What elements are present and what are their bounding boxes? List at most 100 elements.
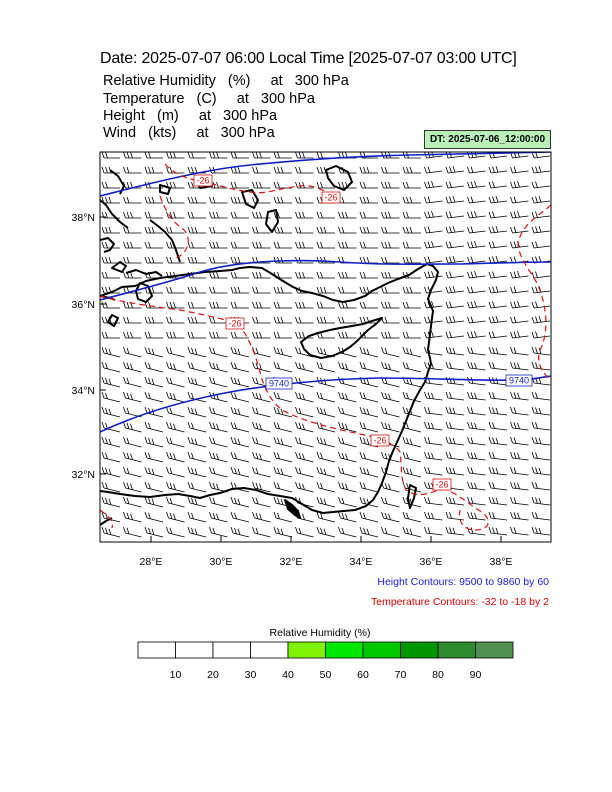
wind-barb (424, 346, 443, 356)
wind-barb (488, 315, 508, 324)
wind-barb (101, 436, 121, 448)
wind-barb (101, 346, 121, 358)
wind-barb (381, 271, 400, 279)
wind-barb (101, 361, 121, 373)
wind-barb (488, 165, 508, 174)
variable-line-wind: Wind (kts) at 300 hPa (103, 125, 275, 141)
wind-barb (531, 391, 551, 401)
wind-barb (338, 451, 357, 463)
wind-barb (488, 241, 508, 249)
wind-barb (445, 225, 465, 234)
wind-barb (381, 346, 400, 358)
wind-barb (166, 526, 185, 538)
wind-barb (424, 361, 443, 371)
coast-aegean-1 (111, 261, 127, 273)
height-contour-mid (100, 259, 551, 301)
wind-barb (187, 196, 206, 204)
colorbar-cell (400, 641, 439, 659)
wind-barb (209, 511, 228, 523)
wind-barb (531, 285, 551, 294)
wind-barb (209, 211, 228, 219)
wind-barb (316, 376, 336, 388)
wind-barb (230, 496, 250, 508)
wind-barb (510, 316, 529, 324)
colorbar-cell (175, 641, 214, 659)
wind-barb (402, 316, 421, 324)
wind-barb (230, 166, 249, 174)
wind-barb (445, 496, 465, 506)
wind-barb (488, 391, 508, 401)
wind-barb (209, 152, 228, 159)
wind-barb (488, 361, 508, 371)
wind-barb (445, 301, 465, 309)
wind-barb (316, 316, 335, 324)
temperature-label-box-5 (432, 478, 452, 491)
coast-aegean-7 (159, 184, 171, 195)
wind-barb (187, 211, 206, 219)
wind-barb (230, 526, 250, 538)
wind-barb (144, 361, 164, 373)
colorbar-tick-label: 20 (207, 669, 219, 681)
wind-barb (209, 421, 228, 433)
wind-barb (209, 241, 228, 249)
wind-barb (295, 481, 314, 493)
colorbar-cell (212, 641, 251, 659)
lat-label-36: 36°N (72, 299, 95, 311)
wind-barb (316, 466, 336, 478)
wind-barb (488, 481, 508, 491)
wind-barb (252, 406, 271, 418)
wind-barb (316, 511, 336, 523)
wind-barb (123, 376, 142, 388)
wind-barb (209, 346, 228, 358)
wind-barb (166, 376, 185, 388)
wind-barb (316, 436, 336, 448)
wind-barb (209, 286, 228, 294)
wind-barb (338, 481, 357, 493)
wind-barb (144, 451, 164, 463)
wind-barb (338, 421, 357, 433)
wind-barb (424, 391, 443, 401)
wind-barb (402, 166, 421, 174)
wind-barb (445, 271, 465, 279)
wind-barb (359, 481, 379, 493)
wind-barb (187, 466, 207, 478)
wind-barb (338, 406, 357, 418)
wind-barb (359, 211, 378, 219)
wind-barb (295, 166, 314, 174)
wind-barb (424, 240, 443, 249)
wind-barb (531, 301, 551, 309)
wind-barb (531, 436, 551, 446)
wind-barb (424, 451, 443, 461)
wind-barb (359, 271, 378, 279)
wind-barb (101, 496, 121, 508)
wind-barb (510, 511, 529, 521)
wind-barb (359, 421, 379, 433)
wind-barb (510, 526, 529, 536)
wind-barb (123, 152, 142, 159)
wind-barb (295, 271, 314, 279)
wind-barb (359, 301, 378, 309)
wind-barb (338, 226, 357, 234)
wind-barb (295, 346, 314, 358)
wind-barb (101, 152, 120, 159)
wind-barb (123, 451, 142, 463)
wind-barb (445, 466, 465, 476)
wind-barb (467, 180, 486, 189)
wind-barb (467, 196, 486, 204)
wind-barb (187, 361, 207, 373)
wind-barb (381, 301, 400, 309)
wind-barb (144, 211, 163, 219)
wind-barb (273, 406, 293, 418)
wind-barb (295, 451, 314, 463)
lon-label-28: 28°E (140, 556, 163, 568)
wind-barb (230, 406, 250, 418)
wind-barb (424, 421, 443, 431)
wind-barb (144, 436, 164, 448)
wind-barb (230, 196, 249, 204)
wind-barb (166, 211, 185, 219)
colorbar-cell (362, 641, 401, 659)
wind-barb (187, 511, 207, 523)
wind-barb (187, 526, 207, 538)
wind-barb (252, 346, 271, 358)
colorbar-tick-label: 30 (244, 669, 257, 681)
